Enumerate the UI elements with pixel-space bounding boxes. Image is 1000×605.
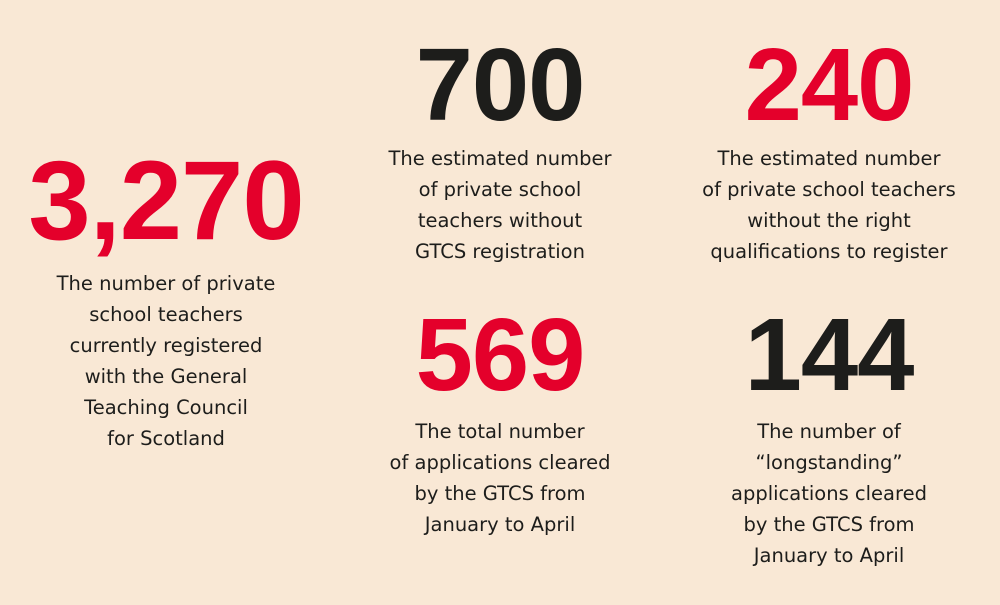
desc-line: GTCS registration: [415, 240, 585, 263]
desc-line: of private school: [418, 178, 582, 201]
desc-line: “longstanding”: [755, 451, 903, 474]
stat-description-applications-cleared: The total number of applications cleared…: [335, 416, 665, 540]
desc-line: The number of: [757, 420, 901, 443]
desc-line: qualifications to register: [710, 240, 948, 263]
stat-description-unregistered-teachers: The estimated number of private school t…: [335, 143, 665, 267]
desc-line: teachers without: [417, 209, 583, 232]
desc-line: The estimated number: [717, 147, 941, 170]
desc-line: with the General: [84, 365, 248, 388]
desc-line: by the GTCS from: [414, 482, 586, 505]
desc-line: currently registered: [69, 334, 263, 357]
desc-line: of applications cleared: [389, 451, 611, 474]
desc-line: for Scotland: [107, 427, 225, 450]
desc-line: Teaching Council: [84, 396, 248, 419]
desc-line: by the GTCS from: [743, 513, 915, 536]
desc-line: without the right: [747, 209, 911, 232]
desc-line: of private school teachers: [702, 178, 956, 201]
stat-value-unregistered-teachers: 700: [415, 27, 586, 142]
stat-description-unqualified-teachers: The estimated number of private school t…: [664, 143, 994, 267]
desc-line: applications cleared: [731, 482, 927, 505]
stat-value-registered-teachers: 3,270: [28, 138, 304, 263]
desc-line: The total number: [415, 420, 585, 443]
stat-value-applications-cleared: 569: [415, 297, 586, 412]
desc-line: January to April: [753, 544, 905, 567]
desc-line: The estimated number: [388, 147, 612, 170]
stat-value-longstanding-applications: 144: [744, 297, 915, 412]
desc-line: school teachers: [89, 303, 243, 326]
stat-description-registered-teachers: The number of private school teachers cu…: [1, 268, 331, 454]
stat-description-longstanding-applications: The number of “longstanding” application…: [664, 416, 994, 571]
desc-line: The number of private: [56, 272, 276, 295]
desc-line: January to April: [424, 513, 576, 536]
stat-value-unqualified-teachers: 240: [744, 27, 915, 142]
